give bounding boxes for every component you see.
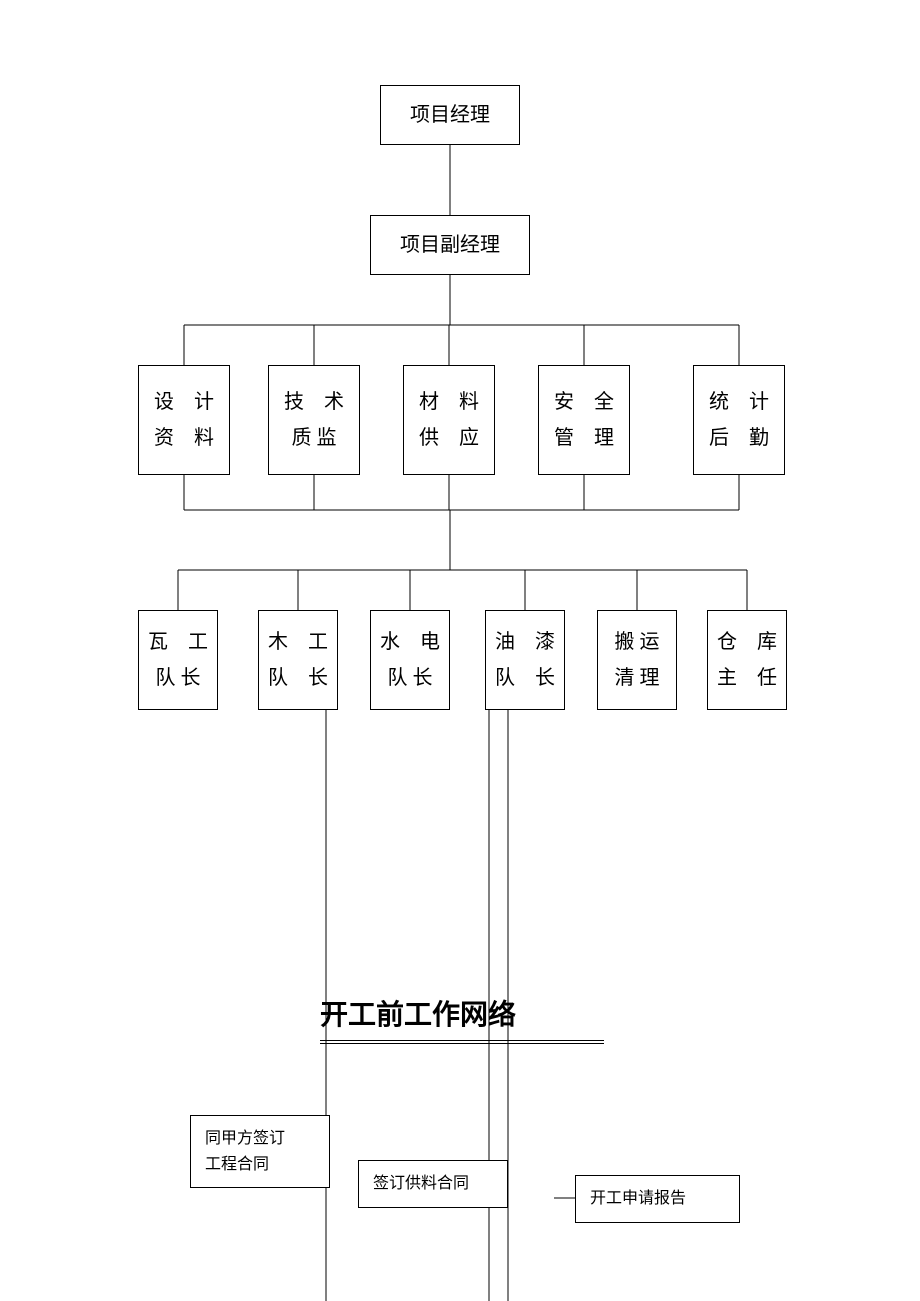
node-l3-3-line2: 供 应 <box>419 420 479 456</box>
node-l4-4-line1: 油 漆 <box>495 624 555 660</box>
node-l4-2-line1: 木 工 <box>268 624 328 660</box>
node-l3-2-line1: 技 术 <box>284 384 344 420</box>
node-l3-5: 统 计 后 勤 <box>693 365 785 475</box>
node-deputy-manager: 项目副经理 <box>370 215 530 275</box>
node-l3-4: 安 全 管 理 <box>538 365 630 475</box>
node-l4-4: 油 漆 队 长 <box>485 610 565 710</box>
node-l4-3-line1: 水 电 <box>380 624 440 660</box>
node-l4-3: 水 电 队 长 <box>370 610 450 710</box>
node-l3-2-line2: 质 监 <box>284 420 344 456</box>
node-l3-1-line2: 资 料 <box>154 420 214 456</box>
node-l3-4-line1: 安 全 <box>554 384 614 420</box>
node-supply-contract-label: 签订供料合同 <box>373 1171 493 1197</box>
node-l3-2: 技 术 质 监 <box>268 365 360 475</box>
node-deputy-manager-label: 项目副经理 <box>400 227 500 263</box>
section2-title: 开工前工作网络 <box>320 993 516 1033</box>
section2-title-text: 开工前工作网络 <box>320 1000 516 1031</box>
section2-underline <box>320 1040 604 1044</box>
node-l4-6-line1: 仓 库 <box>717 624 777 660</box>
node-l4-6-line2: 主 任 <box>717 660 777 696</box>
node-l3-1-line1: 设 计 <box>154 384 214 420</box>
node-project-manager-label: 项目经理 <box>410 97 490 133</box>
node-l3-5-line2: 后 勤 <box>709 420 769 456</box>
node-l4-4-line2: 队 长 <box>495 660 555 696</box>
node-start-application: 开工申请报告 <box>575 1175 740 1223</box>
node-contract-party-a: 同甲方签订 工程合同 <box>190 1115 330 1188</box>
node-l3-5-line1: 统 计 <box>709 384 769 420</box>
node-l4-1-line1: 瓦 工 <box>148 624 208 660</box>
node-l4-1-line2: 队 长 <box>148 660 208 696</box>
node-l4-1: 瓦 工 队 长 <box>138 610 218 710</box>
node-l4-5-line2: 清 理 <box>615 660 660 696</box>
node-l4-6: 仓 库 主 任 <box>707 610 787 710</box>
node-project-manager: 项目经理 <box>380 85 520 145</box>
node-l3-1: 设 计 资 料 <box>138 365 230 475</box>
node-l4-5: 搬 运 清 理 <box>597 610 677 710</box>
node-l3-4-line2: 管 理 <box>554 420 614 456</box>
node-contract-party-a-label: 同甲方签订 工程合同 <box>205 1126 315 1177</box>
node-l4-2-line2: 队 长 <box>268 660 328 696</box>
node-l3-3: 材 料 供 应 <box>403 365 495 475</box>
node-l4-3-line2: 队 长 <box>380 660 440 696</box>
node-start-application-label: 开工申请报告 <box>590 1186 725 1212</box>
node-l4-5-line1: 搬 运 <box>615 624 660 660</box>
node-l3-3-line1: 材 料 <box>419 384 479 420</box>
node-l4-2: 木 工 队 长 <box>258 610 338 710</box>
node-supply-contract: 签订供料合同 <box>358 1160 508 1208</box>
